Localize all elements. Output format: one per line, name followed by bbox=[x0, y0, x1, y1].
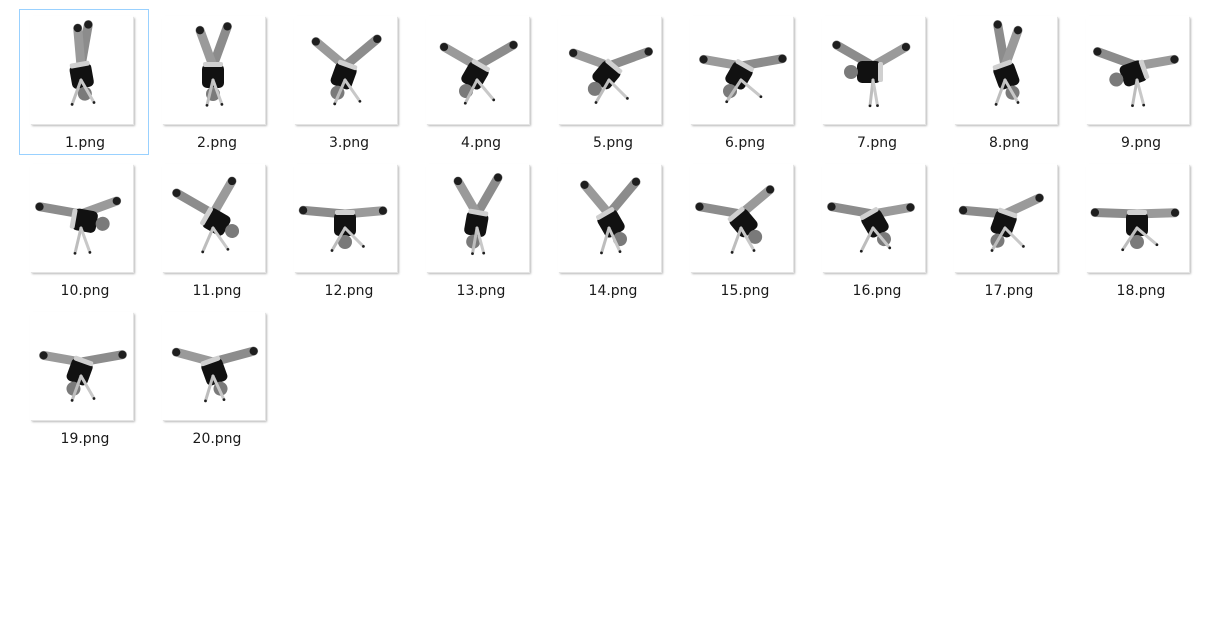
file-name-label: 16.png bbox=[852, 283, 902, 299]
cartwheel-frame-thumbnail-icon bbox=[954, 164, 1057, 272]
file-item[interactable]: 4.png bbox=[415, 9, 545, 155]
file-item[interactable]: 7.png bbox=[811, 9, 941, 155]
file-item[interactable]: 17.png bbox=[943, 157, 1073, 303]
file-item[interactable]: 2.png bbox=[151, 9, 281, 155]
file-name-label: 2.png bbox=[196, 135, 237, 151]
cartwheel-frame-thumbnail-icon bbox=[162, 164, 265, 272]
file-item[interactable]: 1.png bbox=[19, 9, 149, 155]
file-item[interactable]: 11.png bbox=[151, 157, 281, 303]
cartwheel-frame-thumbnail-icon bbox=[162, 16, 265, 124]
file-name-label: 5.png bbox=[592, 135, 633, 151]
file-item[interactable]: 16.png bbox=[811, 157, 941, 303]
file-item[interactable]: 19.png bbox=[19, 305, 149, 451]
file-item[interactable]: 12.png bbox=[283, 157, 413, 303]
file-name-label: 10.png bbox=[60, 283, 110, 299]
file-name-label: 4.png bbox=[460, 135, 501, 151]
file-name-label: 8.png bbox=[988, 135, 1029, 151]
file-item[interactable]: 20.png bbox=[151, 305, 281, 451]
file-item[interactable]: 9.png bbox=[1075, 9, 1205, 155]
file-item[interactable]: 6.png bbox=[679, 9, 809, 155]
file-item[interactable]: 18.png bbox=[1075, 157, 1205, 303]
cartwheel-frame-thumbnail-icon bbox=[30, 164, 133, 272]
cartwheel-frame-thumbnail-icon bbox=[30, 312, 133, 420]
cartwheel-frame-thumbnail-icon bbox=[294, 16, 397, 124]
file-name-label: 6.png bbox=[724, 135, 765, 151]
cartwheel-frame-thumbnail-icon bbox=[690, 16, 793, 124]
cartwheel-frame-thumbnail-icon bbox=[822, 16, 925, 124]
cartwheel-frame-thumbnail-icon bbox=[954, 16, 1057, 124]
file-name-label: 7.png bbox=[856, 135, 897, 151]
file-name-label: 18.png bbox=[1116, 283, 1166, 299]
cartwheel-frame-thumbnail-icon bbox=[30, 16, 133, 124]
file-name-label: 19.png bbox=[60, 431, 110, 447]
cartwheel-frame-thumbnail-icon bbox=[690, 164, 793, 272]
file-item[interactable]: 13.png bbox=[415, 157, 545, 303]
cartwheel-frame-thumbnail-icon bbox=[426, 16, 529, 124]
file-name-label: 13.png bbox=[456, 283, 506, 299]
file-name-label: 12.png bbox=[324, 283, 374, 299]
cartwheel-frame-thumbnail-icon bbox=[1086, 164, 1189, 272]
file-name-label: 15.png bbox=[720, 283, 770, 299]
cartwheel-frame-thumbnail-icon bbox=[426, 164, 529, 272]
cartwheel-frame-thumbnail-icon bbox=[558, 164, 661, 272]
file-item[interactable]: 15.png bbox=[679, 157, 809, 303]
file-item[interactable]: 10.png bbox=[19, 157, 149, 303]
cartwheel-frame-thumbnail-icon bbox=[822, 164, 925, 272]
file-name-label: 3.png bbox=[328, 135, 369, 151]
file-name-label: 1.png bbox=[64, 135, 105, 151]
file-name-label: 14.png bbox=[588, 283, 638, 299]
file-item[interactable]: 8.png bbox=[943, 9, 1073, 155]
file-item[interactable]: 5.png bbox=[547, 9, 677, 155]
file-name-label: 9.png bbox=[1120, 135, 1161, 151]
cartwheel-frame-thumbnail-icon bbox=[558, 16, 661, 124]
cartwheel-frame-thumbnail-icon bbox=[162, 312, 265, 420]
file-name-label: 20.png bbox=[192, 431, 242, 447]
file-name-label: 11.png bbox=[192, 283, 242, 299]
file-item[interactable]: 3.png bbox=[283, 9, 413, 155]
file-name-label: 17.png bbox=[984, 283, 1034, 299]
cartwheel-frame-thumbnail-icon bbox=[1086, 16, 1189, 124]
cartwheel-frame-thumbnail-icon bbox=[294, 164, 397, 272]
file-item[interactable]: 14.png bbox=[547, 157, 677, 303]
